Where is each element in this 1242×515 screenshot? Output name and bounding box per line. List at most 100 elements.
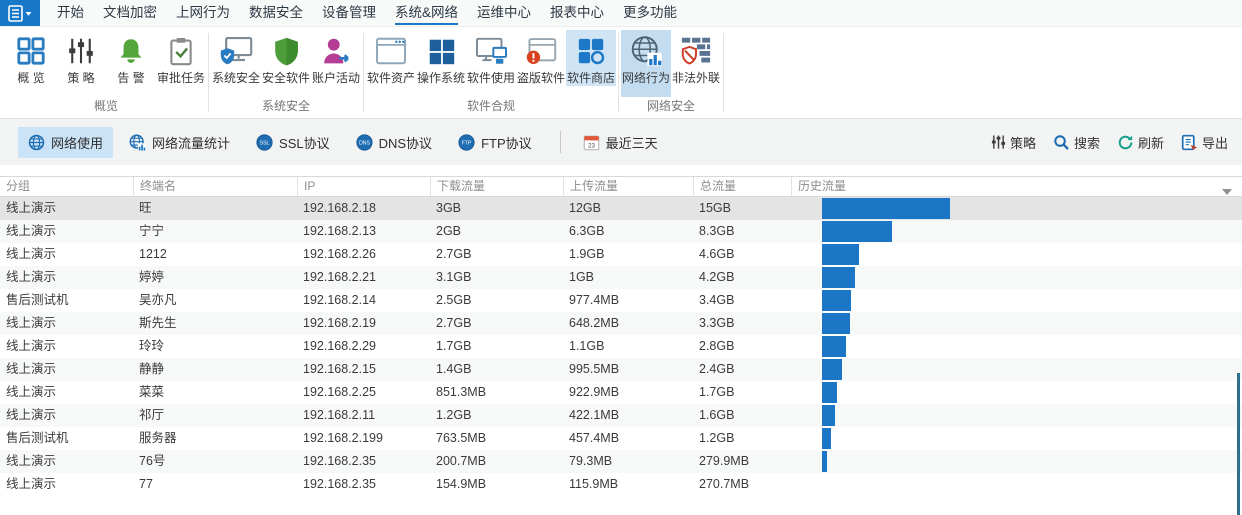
- table-row[interactable]: 线上演示 77 192.168.2.35 154.9MB 115.9MB 270.7MB: [0, 473, 1242, 496]
- cell-terminal: 吴亦凡: [139, 293, 177, 307]
- ribbon-button[interactable]: 盗版软件: [516, 30, 566, 86]
- column-menu-icon[interactable]: [1222, 184, 1232, 198]
- cell-history: [791, 473, 1242, 496]
- table-row[interactable]: 线上演示 1212 192.168.2.26 2.7GB 1.9GB 4.6GB: [0, 243, 1242, 266]
- menu-item[interactable]: 运维中心: [477, 5, 532, 20]
- cell-upload: 6.3GB: [569, 224, 605, 238]
- globe-stats-icon: [129, 134, 146, 151]
- ribbon-button[interactable]: 软件商店: [566, 30, 616, 86]
- svg-text:DNS: DNS: [359, 140, 370, 146]
- ribbon-group: 系统安全 安全软件 账户活动 系统安全: [211, 30, 361, 118]
- ribbon-button[interactable]: 审批任务: [156, 30, 206, 86]
- cell-download: 3GB: [436, 201, 462, 215]
- policy-sliders-icon: [67, 35, 95, 67]
- cell-group: 线上演示: [6, 477, 57, 491]
- vertical-scrollbar[interactable]: [1237, 373, 1240, 515]
- cell-total: 1.2GB: [699, 431, 735, 445]
- menu-item[interactable]: 更多功能: [623, 5, 678, 20]
- ribbon-button[interactable]: 系统安全: [211, 30, 261, 86]
- ribbon-button[interactable]: 概 览: [6, 30, 56, 86]
- table-row[interactable]: 线上演示 静静 192.168.2.15 1.4GB 995.5MB 2.4GB: [0, 358, 1242, 381]
- ribbon-button[interactable]: 操作系统: [416, 30, 466, 86]
- action-refresh[interactable]: 刷新: [1117, 133, 1164, 152]
- export-icon: [1181, 134, 1198, 151]
- ribbon-button[interactable]: 非法外联: [671, 30, 721, 86]
- menu-item[interactable]: 报表中心: [550, 5, 605, 20]
- menu-item-active[interactable]: 系统&网络: [395, 0, 459, 26]
- cell-total: 2.8GB: [699, 339, 735, 353]
- cell-ip: 192.168.2.14: [303, 293, 376, 307]
- cell-upload: 922.9MB: [569, 385, 620, 399]
- network-usage-table: 分组 终端名 IP 下载流量 上传流量 总流量 历史流量 线上演示 旺 192.168.2.18…: [0, 176, 1242, 515]
- cell-terminal: 玲玲: [139, 339, 165, 353]
- tab-DNS协议[interactable]: DNS DNS协议: [346, 127, 442, 158]
- tab-网络使用[interactable]: 网络使用: [18, 126, 114, 158]
- menu-item[interactable]: 设备管理: [322, 5, 376, 20]
- cell-upload: 422.1MB: [569, 408, 620, 422]
- column-header[interactable]: 分组: [6, 179, 31, 193]
- alert-bell-icon: [117, 35, 145, 67]
- action-sliders[interactable]: 策略: [991, 133, 1036, 152]
- ribbon-button[interactable]: 网络行为: [621, 30, 671, 97]
- ribbon-button[interactable]: 软件使用: [466, 30, 516, 86]
- account-activity-icon: [321, 35, 352, 67]
- app-menu-button[interactable]: [0, 0, 40, 26]
- table-row[interactable]: 售后测试机 服务器 192.168.2.199 763.5MB 457.4MB 1.2GB: [0, 427, 1242, 450]
- cell-group: 线上演示: [6, 362, 57, 376]
- ribbon-button[interactable]: 软件资产: [366, 30, 416, 86]
- cell-upload: 115.9MB: [569, 477, 619, 491]
- table-row[interactable]: 线上演示 旺 192.168.2.18 3GB 12GB 15GB: [0, 197, 1242, 220]
- tab-SSL协议[interactable]: SSL SSL协议: [246, 127, 340, 158]
- cell-terminal: 旺: [139, 201, 152, 215]
- history-traffic-bar: [822, 290, 851, 311]
- column-header[interactable]: 上传流量: [563, 177, 693, 196]
- cell-download: 2GB: [436, 224, 462, 238]
- cell-history: [791, 427, 1242, 450]
- cell-group: 线上演示: [6, 316, 57, 330]
- security-software-icon: [272, 35, 301, 67]
- ribbon: 概 览策 略告 警审批任务 概览 系统安全 安全软件 账户活动 系统安全 软件资产 操作系统软…: [0, 27, 1242, 118]
- cell-download: 2.5GB: [436, 293, 472, 307]
- ribbon-button[interactable]: 安全软件: [261, 30, 311, 86]
- ribbon-button[interactable]: 账户活动: [311, 30, 361, 86]
- cell-terminal: 1212: [139, 247, 167, 261]
- tab-label: FTP协议: [481, 135, 532, 151]
- column-header[interactable]: 总流量: [693, 177, 791, 196]
- date-filter-label: 最近三天: [605, 135, 658, 151]
- calendar-icon: 23: [583, 134, 600, 151]
- tab-FTP协议[interactable]: FTP FTP协议: [448, 127, 542, 158]
- column-header[interactable]: 下载流量: [430, 177, 563, 196]
- date-filter-button[interactable]: 23 最近三天: [573, 127, 668, 158]
- table-row[interactable]: 线上演示 婷婷 192.168.2.21 3.1GB 1GB 4.2GB: [0, 266, 1242, 289]
- history-traffic-bar: [822, 359, 842, 380]
- action-export[interactable]: 导出: [1181, 133, 1228, 152]
- table-row[interactable]: 线上演示 76号 192.168.2.35 200.7MB 79.3MB 279.9MB: [0, 450, 1242, 473]
- menu-item[interactable]: 开始: [57, 5, 84, 20]
- tab-网络流量统计[interactable]: 网络流量统计: [119, 127, 240, 158]
- column-header[interactable]: IP: [297, 177, 430, 196]
- table-row[interactable]: 线上演示 玲玲 192.168.2.29 1.7GB 1.1GB 2.8GB: [0, 335, 1242, 358]
- history-traffic-bar: [822, 244, 859, 265]
- action-label: 策略: [1009, 135, 1036, 151]
- ribbon-group-label: 系统安全: [261, 99, 310, 113]
- table-row[interactable]: 售后测试机 吴亦凡 192.168.2.14 2.5GB 977.4MB 3.4GB: [0, 289, 1242, 312]
- cell-upload: 1.1GB: [569, 339, 605, 353]
- column-header[interactable]: 终端名: [133, 177, 297, 196]
- table-row[interactable]: 线上演示 斯先生 192.168.2.19 2.7GB 648.2MB 3.3GB: [0, 312, 1242, 335]
- ribbon-button[interactable]: 策 略: [56, 30, 106, 86]
- cell-download: 200.7MB: [436, 454, 487, 468]
- cell-download: 3.1GB: [436, 270, 472, 284]
- action-label: 刷新: [1137, 135, 1164, 151]
- menu-item[interactable]: 数据安全: [249, 5, 303, 20]
- table-row[interactable]: 线上演示 祁厅 192.168.2.11 1.2GB 422.1MB 1.6GB: [0, 404, 1242, 427]
- cell-terminal: 服务器: [139, 431, 177, 445]
- column-header[interactable]: 历史流量: [791, 177, 1242, 196]
- menu-item[interactable]: 文档加密: [103, 5, 157, 20]
- table-row[interactable]: 线上演示 菜菜 192.168.2.25 851.3MB 922.9MB 1.7GB: [0, 381, 1242, 404]
- action-search[interactable]: 搜索: [1053, 133, 1100, 152]
- menu-item[interactable]: 上网行为: [176, 5, 230, 20]
- ribbon-button[interactable]: 告 警: [106, 30, 156, 86]
- cell-total: 279.9MB: [699, 454, 750, 468]
- cell-upload: 12GB: [569, 201, 601, 215]
- table-row[interactable]: 线上演示 宁宁 192.168.2.13 2GB 6.3GB 8.3GB: [0, 220, 1242, 243]
